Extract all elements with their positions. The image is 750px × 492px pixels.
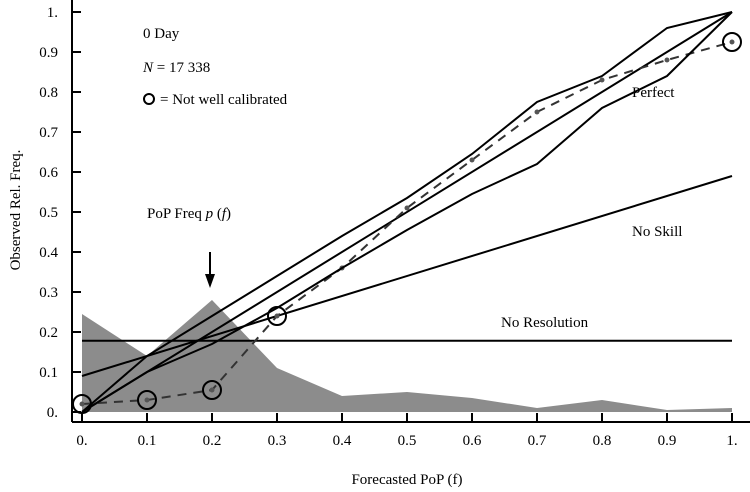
observed-point [404,205,410,211]
pop-freq-prefix: PoP Freq [147,206,206,222]
x-tick-label: 0.9 [658,433,677,449]
legend-circle-icon [143,93,155,105]
observed-point [79,401,85,407]
y-tick-label: 0.2 [39,325,58,341]
axes-layer [71,0,750,423]
no-resolution-label: No Resolution [501,315,589,331]
observed-point [534,109,540,115]
not-well-calibrated-marker [722,32,742,52]
day-label: 0 Day [143,26,180,42]
pop-freq-open: ( [213,206,222,222]
y-tick-label: 0.4 [39,245,58,261]
observed-point [729,39,735,45]
y-tick-label: 0.8 [39,85,58,101]
lower-confidence-line [81,11,733,413]
perfect-label: Perfect [632,85,675,101]
pop-freq-arrow-icon [205,252,215,288]
observed-point [274,313,280,319]
y-tick-label: 0.6 [39,165,58,181]
pop-freq-label: PoP Freq p (f) [147,206,231,222]
y-tick-label: 0.7 [39,125,58,141]
pop-freq-p: p [205,206,214,222]
x-tick-label: 0. [76,433,87,449]
observed-point [209,387,215,393]
pop-frequency-area [82,300,732,412]
tick-labels-layer: 0. 0.1 0.2 0.3 0.4 0.5 0.6 0.7 0.8 0.9 1. 0. 0.1 0.2 0… [39,5,737,449]
x-tick-label: 0.1 [138,433,157,449]
y-tick-label: 0.9 [39,45,58,61]
not-well-calibrated-marker [137,390,157,410]
legend-circle-label: = Not well calibrated [160,92,288,108]
x-tick-label: 0.7 [528,433,547,449]
n-value: = 17 338 [157,60,210,76]
observed-point [144,397,150,403]
x-tick-label: 0.3 [268,433,287,449]
observed-point [664,57,670,63]
not-well-calibrated-marker [202,380,222,400]
y-tick-label: 0.1 [39,365,58,381]
series-layer [79,11,735,413]
x-tick-label: 0.6 [463,433,482,449]
y-tick-label: 0. [47,405,58,421]
pop-freq-close: ) [226,206,231,222]
sample-size-label: N = 17 338 [142,60,210,76]
upper-confidence-line [81,11,733,413]
y-tick-label: 1. [47,5,58,21]
x-tick-label: 0.2 [203,433,222,449]
x-axis-title: Forecasted PoP (f) [351,472,462,488]
observed-point [469,157,475,163]
observed-point [599,77,605,83]
no-skill-line [81,175,733,377]
x-tick-label: 0.5 [398,433,417,449]
y-tick-label: 0.3 [39,285,58,301]
perfect-line [81,11,733,413]
y-tick-label: 0.5 [39,205,58,221]
x-tick-label: 1. [726,433,737,449]
pop-frequency-area-layer [82,300,732,412]
n-symbol: N [142,60,154,76]
y-axis-title: Observed Rel. Freq. [8,150,24,271]
x-tick-label: 0.8 [593,433,612,449]
reference-lines-layer [81,11,733,413]
x-tick-label: 0.4 [333,433,352,449]
no-skill-label: No Skill [632,224,682,240]
not-well-calibrated-marker [267,306,287,326]
pop-freq-f: f [222,206,228,222]
